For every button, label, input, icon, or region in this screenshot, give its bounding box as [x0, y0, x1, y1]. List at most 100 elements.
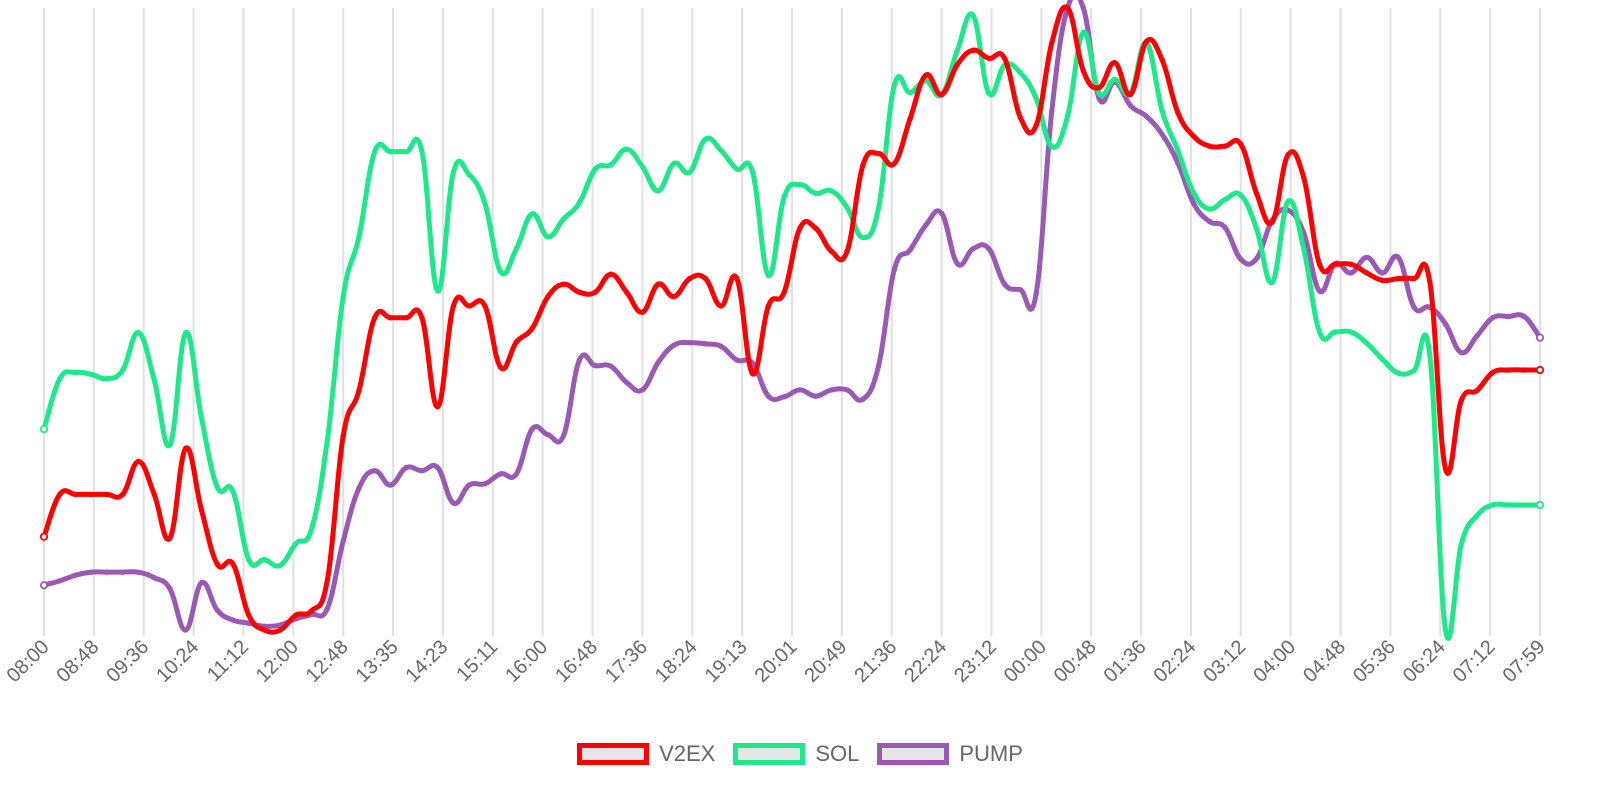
data-point — [545, 431, 551, 438]
data-point — [230, 488, 236, 494]
data-point — [1269, 279, 1275, 286]
data-point — [1364, 340, 1370, 346]
data-point — [1490, 315, 1496, 321]
data-point — [592, 362, 598, 369]
data-point — [938, 91, 945, 98]
data-point — [1458, 397, 1464, 404]
legend-item-pump[interactable]: PUMP — [877, 741, 1023, 767]
data-point — [1127, 91, 1134, 98]
data-point — [1222, 224, 1228, 231]
data-point — [356, 387, 362, 394]
x-tick-label: 01:36 — [1100, 636, 1151, 687]
data-point — [923, 72, 929, 78]
data-point — [1301, 175, 1307, 181]
data-point — [797, 387, 803, 393]
data-point — [1285, 198, 1291, 205]
data-point — [576, 289, 583, 295]
data-point — [749, 371, 756, 377]
data-point — [1285, 152, 1291, 158]
data-point — [1190, 133, 1197, 139]
data-point — [1535, 365, 1545, 375]
data-point — [450, 303, 457, 309]
data-point — [513, 246, 520, 252]
data-point — [1442, 321, 1449, 327]
data-point — [529, 325, 535, 332]
data-point — [513, 471, 520, 477]
data-point — [718, 303, 724, 309]
data-point — [309, 608, 315, 614]
data-point — [1505, 367, 1512, 373]
data-point — [151, 575, 157, 581]
data-point — [403, 315, 409, 321]
data-point — [1316, 329, 1323, 335]
data-point — [623, 146, 630, 152]
legend-swatch-pump — [877, 743, 950, 765]
data-point — [1080, 68, 1087, 74]
data-point — [781, 194, 787, 200]
data-point — [1175, 147, 1181, 154]
data-point — [655, 281, 661, 287]
data-point — [214, 607, 220, 613]
data-point — [1238, 192, 1244, 198]
data-point — [1411, 275, 1417, 282]
data-point — [1474, 387, 1480, 394]
data-point — [1159, 131, 1165, 137]
data-point — [387, 315, 394, 321]
data-point — [797, 225, 803, 231]
data-point — [1458, 349, 1464, 356]
legend-item-sol[interactable]: SOL — [733, 741, 859, 767]
data-point — [167, 441, 173, 448]
data-point — [1001, 55, 1008, 62]
data-point — [88, 371, 94, 378]
data-point — [671, 342, 677, 348]
data-point — [1143, 113, 1150, 119]
data-point — [214, 561, 220, 567]
data-point — [1535, 333, 1545, 342]
x-tick-label: 13:35 — [352, 636, 403, 687]
data-point — [1096, 84, 1102, 91]
data-point — [529, 426, 535, 432]
data-point — [450, 169, 457, 175]
series-sol — [39, 11, 1545, 641]
x-tick-label: 04:00 — [1249, 636, 1300, 687]
data-point — [1112, 60, 1118, 66]
data-point — [340, 433, 346, 439]
data-point — [702, 275, 709, 282]
data-point — [1017, 287, 1024, 293]
data-point — [39, 424, 49, 434]
data-point — [198, 580, 205, 586]
legend-label-sol: SOL — [815, 741, 860, 766]
data-point — [860, 396, 866, 402]
legend-swatch-sol — [733, 743, 806, 765]
data-point — [560, 432, 567, 439]
x-tick-label: 17:36 — [601, 636, 652, 687]
data-point — [828, 387, 835, 393]
x-tick-label: 20:49 — [800, 636, 851, 687]
x-tick-label: 07:59 — [1499, 636, 1550, 687]
data-point — [844, 204, 850, 211]
data-point — [419, 148, 425, 155]
legend-item-v2ex[interactable]: V2EX — [577, 741, 715, 767]
data-point — [1017, 69, 1024, 76]
data-point — [371, 468, 378, 474]
data-point — [1222, 143, 1228, 149]
x-tick-label: 05:36 — [1349, 636, 1400, 687]
data-point — [183, 329, 189, 336]
data-point — [293, 612, 299, 618]
data-point — [891, 160, 898, 167]
x-tick-label: 04:48 — [1299, 636, 1350, 687]
data-point — [1253, 255, 1260, 262]
data-point — [356, 234, 362, 240]
data-point — [639, 163, 646, 170]
data-point — [104, 376, 110, 382]
data-point — [812, 190, 819, 197]
data-point — [482, 481, 488, 487]
data-point — [419, 315, 425, 321]
data-point — [576, 357, 583, 363]
data-point — [1033, 122, 1039, 129]
data-point — [608, 271, 614, 277]
data-point — [151, 377, 157, 383]
data-point — [907, 247, 913, 253]
